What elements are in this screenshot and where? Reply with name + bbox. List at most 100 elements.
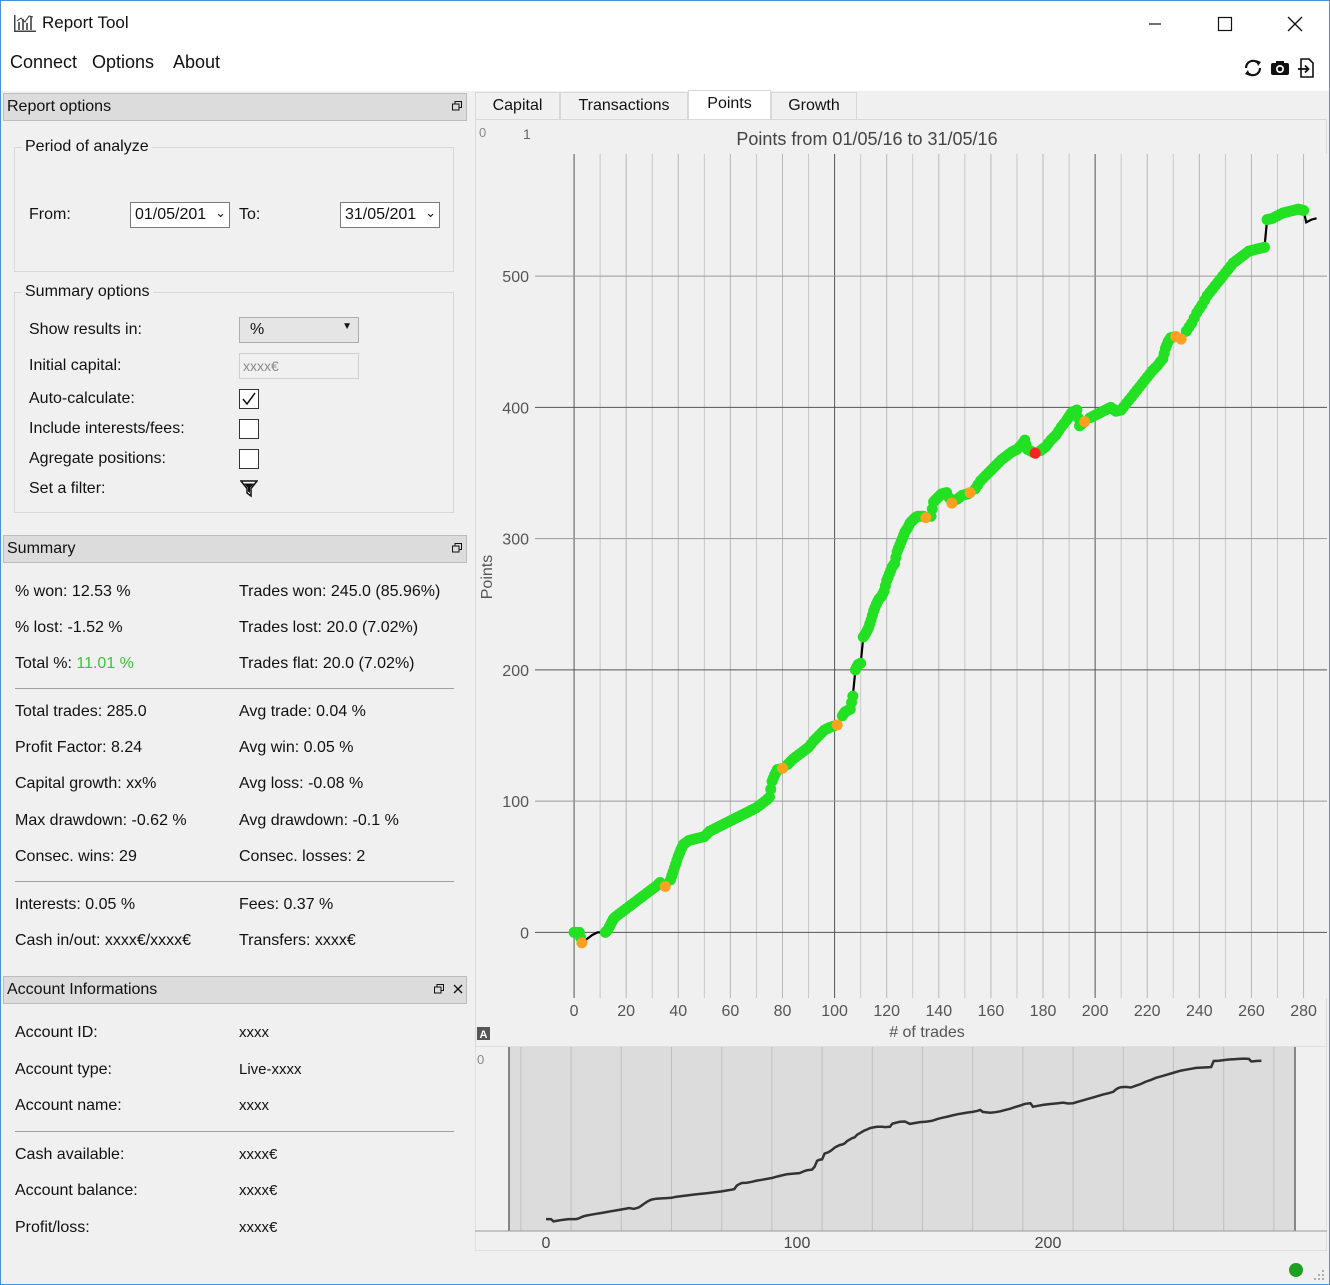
flat-marker bbox=[777, 762, 788, 774]
x-tick-label: 120 bbox=[873, 1003, 900, 1020]
summary-options-group bbox=[14, 292, 454, 513]
include-interests-checkbox[interactable] bbox=[239, 419, 259, 439]
auto-range-icon[interactable]: A bbox=[477, 1027, 490, 1041]
y-axis-label: Points bbox=[479, 555, 496, 599]
x-tick-label: 200 bbox=[1082, 1003, 1109, 1020]
account-id-value: xxxx bbox=[239, 1024, 269, 1041]
y-tick-label: 500 bbox=[502, 269, 529, 286]
maximize-button[interactable] bbox=[1190, 1, 1260, 47]
period-group bbox=[14, 147, 454, 272]
include-interests-label: Include interests/fees: bbox=[29, 420, 185, 437]
x-tick-label: 100 bbox=[821, 1003, 848, 1020]
x-tick-label: 0 bbox=[570, 1003, 579, 1020]
overview-line bbox=[546, 1057, 1262, 1223]
flat-marker bbox=[576, 937, 588, 949]
summary-title: Summary bbox=[7, 540, 76, 557]
initial-capital-label: Initial capital: bbox=[29, 357, 122, 374]
points-chart[interactable]: 0 1 Points from 01/05/16 to 31/05/16 0 20… bbox=[475, 119, 1327, 1249]
trade-markers bbox=[568, 203, 1310, 949]
window-title: Report Tool bbox=[42, 13, 129, 32]
menu-bar: Connect Options About bbox=[1, 47, 1329, 91]
to-date-field[interactable]: 31/05/201 ⌄ bbox=[340, 202, 440, 228]
dock-float-icon[interactable] bbox=[452, 101, 462, 111]
account-header: Account Informations bbox=[3, 976, 467, 1004]
won-pct: % won: 12.53 % bbox=[15, 583, 131, 600]
tab-capital[interactable]: Capital bbox=[475, 92, 560, 120]
flat-marker bbox=[964, 487, 976, 499]
x-tick-label: 140 bbox=[925, 1003, 952, 1020]
aggregate-checkbox[interactable] bbox=[239, 449, 259, 469]
period-group-title: Period of analyze bbox=[22, 138, 152, 156]
export-icon[interactable] bbox=[1296, 57, 1318, 79]
show-results-select[interactable]: % ▼ bbox=[239, 317, 359, 343]
overview-region[interactable] bbox=[509, 1047, 1295, 1231]
close-button[interactable] bbox=[1260, 1, 1330, 47]
filter-label: Set a filter: bbox=[29, 480, 106, 497]
consec-losses: Consec. losses: 2 bbox=[239, 848, 366, 865]
minimize-button[interactable] bbox=[1120, 1, 1190, 47]
fees: Fees: 0.37 % bbox=[239, 896, 334, 913]
to-label: To: bbox=[239, 206, 261, 223]
dock-float-icon[interactable] bbox=[434, 984, 444, 994]
dropdown-arrow-icon: ▼ bbox=[342, 321, 352, 332]
total-pct-label: Total %: bbox=[15, 655, 77, 672]
dock-close-icon[interactable] bbox=[453, 984, 463, 994]
title-bar: Report Tool bbox=[1, 1, 1329, 47]
from-date-field[interactable]: 01/05/201 ⌄ bbox=[130, 202, 230, 228]
overview-ticks: 0 100 200 bbox=[542, 1235, 1062, 1251]
x-tick-label: 160 bbox=[978, 1003, 1005, 1020]
auto-calc-checkbox[interactable] bbox=[239, 389, 259, 409]
divider bbox=[15, 1131, 454, 1132]
cash-inout: Cash in/out: xxxx€/xxxx€ bbox=[15, 932, 192, 949]
menu-connect[interactable]: Connect bbox=[10, 52, 78, 72]
grid-lines bbox=[535, 154, 1327, 998]
plot-corner-one: 1 bbox=[523, 126, 531, 142]
account-balance-value: xxxx€ bbox=[239, 1182, 278, 1199]
lost-pct: % lost: -1.52 % bbox=[15, 619, 123, 636]
avg-win: Avg win: 0.05 % bbox=[239, 739, 354, 756]
profit-loss-label: Profit/loss: bbox=[15, 1219, 90, 1236]
initial-capital-field[interactable]: xxxx€ bbox=[239, 353, 359, 379]
refresh-icon[interactable] bbox=[1242, 57, 1264, 79]
show-results-label: Show results in: bbox=[29, 321, 142, 338]
total-trades: Total trades: 285.0 bbox=[15, 703, 147, 720]
plot-area bbox=[535, 154, 1327, 998]
menu-options[interactable]: Options bbox=[92, 52, 155, 72]
overview-tick-label: 100 bbox=[784, 1235, 811, 1251]
tab-transactions[interactable]: Transactions bbox=[560, 92, 688, 120]
overview-tick-label: 200 bbox=[1035, 1235, 1062, 1251]
tab-points[interactable]: Points bbox=[688, 90, 771, 120]
tab-growth[interactable]: Growth bbox=[771, 92, 857, 120]
from-label: From: bbox=[29, 206, 71, 223]
flat-marker bbox=[920, 512, 932, 524]
capital-growth: Capital growth: xx% bbox=[15, 775, 157, 792]
trades-won: Trades won: 245.0 (85.96%) bbox=[239, 583, 441, 600]
chart-title: Points from 01/05/16 to 31/05/16 bbox=[736, 129, 997, 149]
max-drawdown: Max drawdown: -0.62 % bbox=[15, 812, 187, 829]
x-tick-label: 180 bbox=[1030, 1003, 1057, 1020]
filter-icon[interactable] bbox=[240, 480, 258, 498]
minimize-icon bbox=[1149, 23, 1161, 25]
account-id-label: Account ID: bbox=[15, 1024, 98, 1041]
flat-marker bbox=[1175, 333, 1187, 345]
y-tick-label: 300 bbox=[502, 532, 529, 549]
summary-header: Summary bbox=[3, 535, 467, 563]
report-options-header: Report options bbox=[3, 93, 467, 121]
y-tick-label: 0 bbox=[520, 925, 529, 942]
resize-grip-icon[interactable] bbox=[1313, 1269, 1325, 1281]
flat-marker bbox=[659, 880, 671, 892]
interests: Interests: 0.05 % bbox=[15, 896, 136, 913]
menu-about[interactable]: About bbox=[173, 52, 221, 72]
x-tick-label: 240 bbox=[1186, 1003, 1213, 1020]
avg-drawdown: Avg drawdown: -0.1 % bbox=[239, 812, 399, 829]
account-title: Account Informations bbox=[7, 981, 158, 998]
x-tick-label: 40 bbox=[669, 1003, 687, 1020]
auto-calc-label: Auto-calculate: bbox=[29, 390, 135, 407]
to-date-value: 31/05/201 bbox=[345, 206, 417, 223]
y-tick-label: 200 bbox=[502, 663, 529, 680]
camera-icon[interactable] bbox=[1269, 57, 1291, 79]
dock-float-icon[interactable] bbox=[452, 543, 462, 553]
maximize-icon bbox=[1217, 16, 1233, 32]
